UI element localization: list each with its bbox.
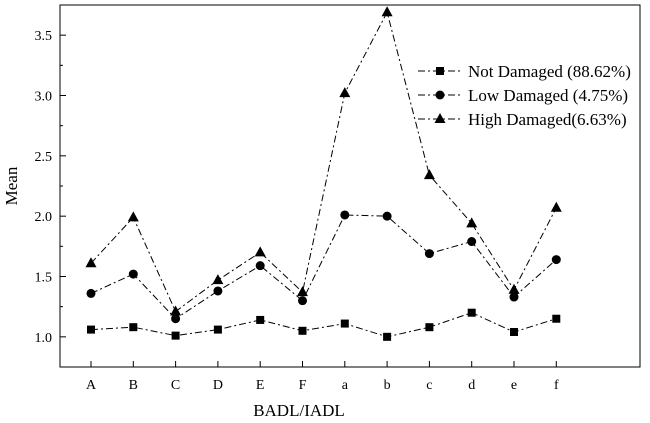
- x-tick-label: f: [554, 378, 559, 393]
- data-point-circle: [424, 249, 434, 259]
- data-point-square: [383, 332, 392, 341]
- x-tick-label: A: [86, 378, 97, 393]
- x-tick-label: D: [213, 378, 223, 393]
- x-tick-label: C: [171, 378, 180, 393]
- x-tick-label: a: [342, 378, 349, 393]
- y-tick-label: 1.0: [35, 331, 53, 346]
- data-point-circle: [551, 255, 561, 265]
- data-point-circle: [171, 314, 181, 324]
- data-point-square: [298, 326, 307, 335]
- data-point-triangle: [550, 201, 562, 212]
- data-point-square: [87, 325, 95, 334]
- x-tick-label: b: [384, 378, 391, 393]
- legend-label: High Damaged(6.63%): [468, 110, 627, 129]
- series-triangle: [85, 6, 562, 316]
- data-point-triangle: [85, 257, 97, 268]
- data-point-triangle: [170, 305, 182, 316]
- data-point-triangle: [381, 6, 393, 17]
- data-point-triangle: [212, 274, 224, 285]
- data-point-circle: [382, 211, 392, 221]
- data-point-square: [129, 323, 138, 332]
- series-line-circle: [90, 214, 557, 320]
- data-point-circle: [467, 237, 477, 247]
- x-tick-label: e: [511, 378, 517, 393]
- data-point-triangle: [297, 286, 308, 297]
- data-point-triangle: [423, 169, 435, 180]
- data-point-square: [213, 325, 222, 334]
- legend-marker-circle: [435, 90, 445, 100]
- legend-marker-triangle: [434, 113, 446, 123]
- legend-marker-square: [436, 67, 444, 75]
- series-line-square: [90, 312, 557, 338]
- data-point-triangle: [254, 246, 266, 257]
- y-tick-label: 3.0: [35, 90, 53, 105]
- data-point-circle: [509, 292, 519, 302]
- data-point-square: [340, 319, 349, 328]
- data-point-square: [171, 331, 180, 340]
- data-point-circle: [340, 210, 350, 220]
- data-point-square: [467, 308, 476, 317]
- data-point-circle: [298, 296, 307, 306]
- legend-item: High Damaged(6.63%): [418, 110, 627, 129]
- legend-label: Not Damaged (88.62%): [468, 62, 631, 81]
- series-square: [87, 308, 561, 341]
- x-tick-label: c: [426, 378, 432, 393]
- data-point-square: [552, 314, 561, 323]
- data-point-triangle: [466, 217, 478, 228]
- series-circle: [86, 210, 561, 324]
- series-line-triangle: [90, 10, 557, 313]
- legend: Not Damaged (88.62%) Low Damaged (4.75%) H…: [418, 62, 631, 129]
- data-point-triangle: [508, 283, 520, 294]
- data-point-circle: [128, 269, 138, 279]
- plot-area: [59, 4, 641, 368]
- y-tick-label: 2.0: [35, 210, 53, 225]
- data-point-circle: [255, 261, 265, 271]
- data-point-square: [256, 315, 265, 324]
- x-tick-label: E: [256, 378, 265, 393]
- legend-item: Not Damaged (88.62%): [418, 62, 631, 81]
- y-tick-label: 2.5: [35, 150, 53, 165]
- x-tick-label: B: [129, 378, 138, 393]
- x-axis-label: BADL/IADL: [253, 401, 345, 420]
- series-layer: [85, 6, 562, 341]
- data-point-square: [510, 328, 518, 337]
- y-axis-label: Mean: [2, 166, 21, 205]
- y-axis: 1.0 1.5 2.0 2.5 3.0 3.5: [35, 29, 66, 346]
- y-tick-label: 3.5: [35, 29, 53, 44]
- data-point-circle: [86, 288, 96, 298]
- x-tick-label: F: [299, 378, 307, 393]
- legend-item: Low Damaged (4.75%): [418, 86, 628, 105]
- data-point-square: [425, 323, 434, 332]
- data-point-triangle: [339, 87, 351, 98]
- legend-label: Low Damaged (4.75%): [468, 86, 628, 105]
- plot-frame: [59, 4, 641, 368]
- data-point-triangle: [127, 211, 139, 222]
- y-tick-label: 1.5: [35, 271, 53, 286]
- x-tick-label: d: [468, 378, 475, 393]
- data-point-circle: [213, 286, 223, 296]
